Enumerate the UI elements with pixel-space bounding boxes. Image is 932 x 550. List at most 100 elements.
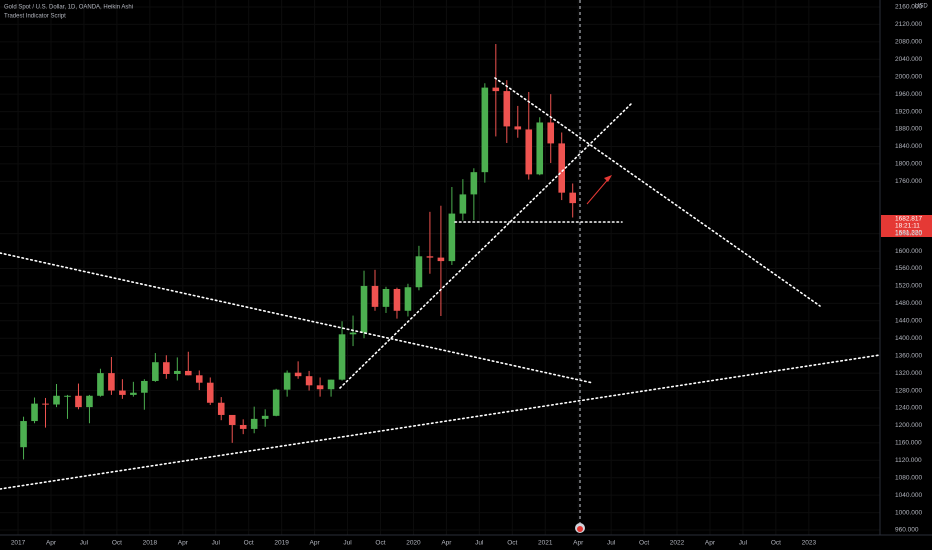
candle-body xyxy=(294,372,302,377)
candle-body xyxy=(108,373,115,391)
x-tick-label: Apr xyxy=(178,540,189,547)
x-tick-label: 2021 xyxy=(538,540,553,547)
x-tick-label: 2017 xyxy=(11,540,26,547)
y-tick-label: 1320.000 xyxy=(895,370,922,377)
x-tick-label: Oct xyxy=(639,540,649,547)
y-tick-label: 1880.000 xyxy=(895,126,922,133)
candle-body xyxy=(261,415,269,419)
y-tick-label: 960.000 xyxy=(895,527,919,534)
x-tick-label: Jul xyxy=(475,540,484,547)
candles xyxy=(20,44,576,460)
y-tick-label: 1000.000 xyxy=(895,509,922,516)
trend-line xyxy=(0,252,594,384)
axes: 960.000 1000.000 1040.000 1080.000 1120.000 1… xyxy=(11,4,923,547)
x-tick-label: Oct xyxy=(112,540,122,547)
candle-body xyxy=(174,370,181,374)
y-tick-label: 1480.000 xyxy=(895,300,922,307)
x-tick-label: Jul xyxy=(739,540,748,547)
y-tick-label: 1040.000 xyxy=(895,492,922,499)
x-tick-label: Oct xyxy=(771,540,781,547)
candle-body xyxy=(195,375,203,383)
y-tick-label: 1240.000 xyxy=(895,405,922,412)
y-tick-label: 1640.000 xyxy=(895,230,922,237)
candle-body xyxy=(31,403,38,422)
candle-body xyxy=(86,395,93,408)
candle-body xyxy=(360,285,368,333)
candle-body xyxy=(569,192,576,204)
x-tick-label: 2018 xyxy=(143,540,158,547)
y-tick-label: 1400.000 xyxy=(895,335,922,342)
y-tick-label: 2040.000 xyxy=(895,56,922,63)
y-tick-label: 2160.000 xyxy=(895,4,922,11)
candle-body xyxy=(239,424,247,429)
y-tick-label: 1600.000 xyxy=(895,248,922,255)
y-tick-label: 1840.000 xyxy=(895,143,922,150)
y-tick-label: 2000.000 xyxy=(895,73,922,80)
candle-body xyxy=(393,288,401,311)
price-axis xyxy=(880,0,932,550)
candle-body xyxy=(305,376,313,386)
axis-unit: USD xyxy=(915,4,928,10)
y-tick-label: 2080.000 xyxy=(895,39,922,46)
candle-body xyxy=(272,389,280,416)
arrow-head xyxy=(604,175,612,182)
candle-body xyxy=(20,421,27,448)
x-tick-label: Jul xyxy=(212,540,221,547)
candle-body xyxy=(426,256,434,258)
candle-body xyxy=(119,390,126,395)
candle-body xyxy=(250,418,258,429)
candle-body xyxy=(130,392,137,395)
x-tick-label: Jul xyxy=(343,540,352,547)
y-tick-label: 1960.000 xyxy=(895,91,922,98)
x-tick-label: Apr xyxy=(46,540,57,547)
candle-body xyxy=(503,91,511,127)
x-tick-label: 2020 xyxy=(406,540,421,547)
chart-subtitle: Tradest Indicator Script xyxy=(4,14,66,20)
x-tick-label: Oct xyxy=(375,540,385,547)
candle-body xyxy=(481,87,489,173)
candle-body xyxy=(283,372,291,390)
candle-body xyxy=(547,122,555,144)
trend-line xyxy=(0,354,881,490)
x-tick-label: 2022 xyxy=(670,540,685,547)
candle-body xyxy=(217,402,225,415)
y-tick-label: 1920.000 xyxy=(895,108,922,115)
x-tick-label: Jul xyxy=(80,540,89,547)
candle-body xyxy=(163,362,170,374)
x-tick-label: Oct xyxy=(244,540,254,547)
candle-body xyxy=(206,382,214,403)
x-tick-label: 2019 xyxy=(274,540,289,547)
candle-body xyxy=(525,129,533,175)
trend-line xyxy=(339,102,633,389)
candle-body xyxy=(349,332,357,335)
y-tick-label: 2120.000 xyxy=(895,21,922,28)
x-tick-label: Apr xyxy=(705,540,716,547)
y-tick-label: 1360.000 xyxy=(895,352,922,359)
candle-body xyxy=(152,362,159,381)
candle-body xyxy=(53,395,60,405)
y-tick-label: 1440.000 xyxy=(895,318,922,325)
candle-body xyxy=(470,172,478,195)
x-tick-label: Apr xyxy=(310,540,321,547)
y-tick-label: 1120.000 xyxy=(895,457,922,464)
arrow xyxy=(586,176,611,205)
candle-body xyxy=(371,285,379,307)
candle-body xyxy=(404,287,412,311)
y-tick-label: 1520.000 xyxy=(895,283,922,290)
trend-line xyxy=(494,77,821,307)
x-tick-label: Jul xyxy=(607,540,616,547)
x-tick-label: Apr xyxy=(573,540,584,547)
price-label: 1681.220 xyxy=(895,230,922,237)
drawings xyxy=(0,0,881,530)
candle-body xyxy=(448,213,456,262)
candle-body xyxy=(228,414,236,425)
candle-body xyxy=(64,395,71,397)
candle-body xyxy=(437,257,445,262)
y-tick-label: 1800.000 xyxy=(895,161,922,168)
candle-body xyxy=(42,403,49,405)
y-tick-label: 1760.000 xyxy=(895,178,922,185)
price-label-box xyxy=(881,215,932,237)
candle-body xyxy=(382,288,390,307)
y-tick-label: 1280.000 xyxy=(895,387,922,394)
